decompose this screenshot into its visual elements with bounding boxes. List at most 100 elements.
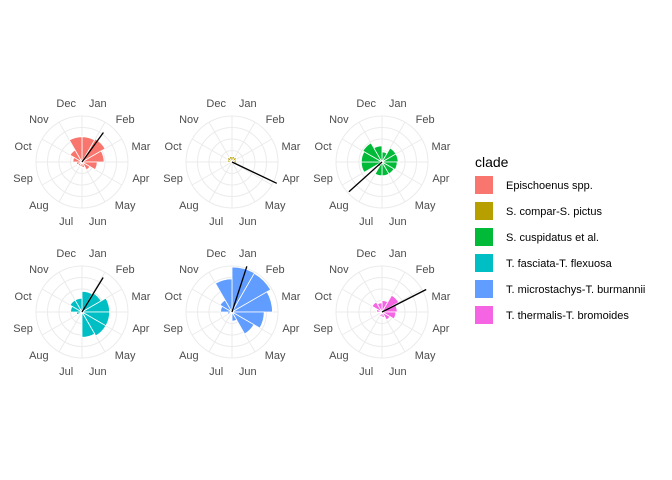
month-label-sep: Sep xyxy=(13,323,33,335)
bar-feb xyxy=(230,272,272,314)
month-label-apr: Apr xyxy=(432,323,449,335)
month-label-feb: Feb xyxy=(416,264,435,276)
month-label-jan: Jan xyxy=(239,248,257,260)
mean-direction-line xyxy=(81,132,104,163)
month-label-aug: Aug xyxy=(329,350,349,362)
legend-key-t-microstachys xyxy=(475,280,493,298)
grid-spoke xyxy=(358,311,383,353)
month-label-nov: Nov xyxy=(179,114,199,126)
panel-5: Jan Feb Mar Apr May Jun Jul Aug Sep Oct Nov Dec xyxy=(163,248,300,378)
bar-nov xyxy=(362,142,384,164)
mean-direction-line xyxy=(348,161,383,193)
month-label-apr: Apr xyxy=(282,173,299,185)
legend-label-t-thermalis: T. thermalis-T. bromoides xyxy=(506,310,629,322)
month-label-may: May xyxy=(415,350,436,362)
bar-nov xyxy=(371,301,384,314)
month-label-jul: Jul xyxy=(59,366,73,378)
month-label-sep: Sep xyxy=(13,173,33,185)
panel-1: Jan Feb Mar Apr May Jun Jul Aug Sep Oct Nov Dec xyxy=(13,98,150,228)
month-label-aug: Aug xyxy=(29,200,49,212)
bar-mar xyxy=(230,291,273,313)
month-label-jan: Jan xyxy=(239,98,257,110)
month-label-oct: Oct xyxy=(315,291,332,303)
panel-4: Jan Feb Mar Apr May Jun Jul Aug Sep Oct Nov Dec xyxy=(13,248,150,378)
legend-key-t-thermalis xyxy=(475,306,493,324)
grid-spoke xyxy=(208,161,233,203)
grid-spoke xyxy=(208,311,233,353)
month-label-jun: Jun xyxy=(89,216,107,228)
mean-direction-line xyxy=(381,288,427,313)
month-label-dec: Dec xyxy=(56,248,76,260)
bar-jun xyxy=(381,310,386,318)
legend-key-t-fasciata xyxy=(475,254,493,272)
month-label-oct: Oct xyxy=(315,141,332,153)
grid-spoke xyxy=(341,311,383,336)
bar-may xyxy=(80,160,91,171)
month-label-jun: Jun xyxy=(89,366,107,378)
month-label-nov: Nov xyxy=(329,264,349,276)
month-label-sep: Sep xyxy=(163,323,183,335)
bar-mar xyxy=(80,150,105,163)
legend-label-t-microstachys: T. microstachys-T. burmannii xyxy=(506,284,645,296)
month-label-jul: Jul xyxy=(59,216,73,228)
bar-jun xyxy=(81,160,86,168)
grid-spoke xyxy=(191,311,233,336)
month-label-apr: Apr xyxy=(432,173,449,185)
bar-dec xyxy=(68,136,83,164)
month-label-jun: Jun xyxy=(239,366,257,378)
legend-key-epischoenus xyxy=(475,176,493,194)
month-label-may: May xyxy=(265,200,286,212)
grid-spoke xyxy=(231,161,256,203)
month-label-apr: Apr xyxy=(132,323,149,335)
grid-spoke xyxy=(191,161,233,186)
month-label-aug: Aug xyxy=(179,200,199,212)
bar-jun xyxy=(231,310,238,322)
month-label-mar: Mar xyxy=(131,291,150,303)
month-label-jan: Jan xyxy=(89,248,107,260)
bar-dec xyxy=(373,145,383,164)
grid-spoke xyxy=(191,138,233,163)
month-label-feb: Feb xyxy=(416,114,435,126)
month-label-feb: Feb xyxy=(266,114,285,126)
month-label-jun: Jun xyxy=(389,366,407,378)
grid-spoke xyxy=(208,121,233,163)
month-label-dec: Dec xyxy=(56,98,76,110)
month-label-sep: Sep xyxy=(313,323,333,335)
month-label-dec: Dec xyxy=(356,98,376,110)
month-label-feb: Feb xyxy=(116,114,135,126)
month-label-oct: Oct xyxy=(15,291,32,303)
month-label-nov: Nov xyxy=(329,114,349,126)
bar-dec xyxy=(74,297,83,314)
bar-jun xyxy=(81,310,96,338)
mean-direction-line xyxy=(231,266,248,313)
legend-key-s-cuspidatus xyxy=(475,228,493,246)
month-label-nov: Nov xyxy=(29,114,49,126)
bar-dec xyxy=(376,302,383,314)
month-label-oct: Oct xyxy=(165,291,182,303)
month-label-jun: Jun xyxy=(389,216,407,228)
month-label-oct: Oct xyxy=(165,141,182,153)
legend: clade Epischoenus spp. S. compar-S. pict… xyxy=(475,154,645,324)
month-label-mar: Mar xyxy=(281,291,300,303)
bar-mar xyxy=(380,153,399,163)
month-label-dec: Dec xyxy=(206,248,226,260)
month-label-dec: Dec xyxy=(206,98,226,110)
month-label-aug: Aug xyxy=(179,350,199,362)
month-label-apr: Apr xyxy=(132,173,149,185)
panel-3: Jan Feb Mar Apr May Jun Jul Aug Sep Oct Nov Dec xyxy=(313,98,450,228)
bar-may xyxy=(380,310,391,321)
month-label-mar: Mar xyxy=(431,291,450,303)
bar-feb xyxy=(230,156,238,164)
legend-key-s-compar xyxy=(475,202,493,220)
grid-spoke xyxy=(231,121,256,163)
bar-may xyxy=(230,310,255,335)
month-label-sep: Sep xyxy=(163,173,183,185)
bar-dec xyxy=(214,278,233,314)
bar-may xyxy=(80,310,107,337)
panel-2: Jan Feb Mar Apr May Jun Jul Aug Sep Oct Nov Dec xyxy=(163,98,300,228)
month-label-nov: Nov xyxy=(29,264,49,276)
mean-direction-line xyxy=(81,277,104,313)
month-label-apr: Apr xyxy=(282,323,299,335)
month-label-jul: Jul xyxy=(209,216,223,228)
legend-title: clade xyxy=(475,154,509,170)
